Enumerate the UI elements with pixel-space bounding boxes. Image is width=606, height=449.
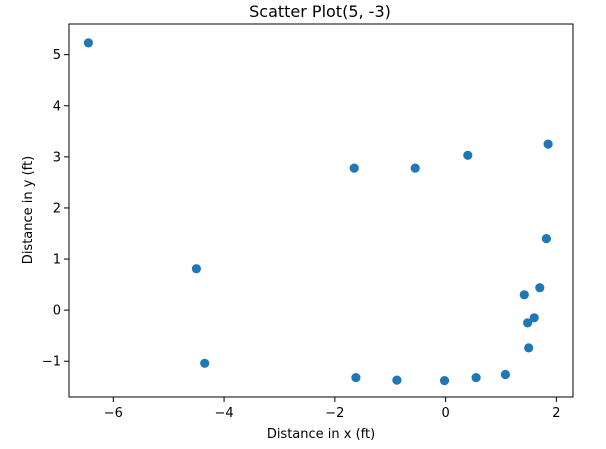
- data-point-6: [392, 375, 402, 385]
- data-point-15: [529, 313, 539, 323]
- data-point-13: [523, 318, 533, 328]
- data-point-18: [543, 139, 553, 149]
- x-tick-label: 2: [552, 406, 560, 421]
- data-point-17: [541, 234, 552, 244]
- data-point-9: [463, 150, 473, 160]
- data-point-4: [349, 163, 359, 173]
- data-point-3: [200, 358, 210, 368]
- y-tick-label: 4: [53, 99, 61, 114]
- x-tick-label: −4: [214, 406, 233, 421]
- data-point-10: [471, 373, 481, 383]
- y-tick-label: 2: [53, 201, 61, 216]
- data-point-2: [191, 264, 201, 274]
- y-tick-label: −1: [42, 355, 61, 370]
- data-point-12: [519, 290, 529, 300]
- data-points: [83, 38, 553, 386]
- data-point-8: [439, 376, 450, 386]
- data-point-5: [351, 373, 361, 383]
- x-axis-ticks: −6 −4 −2 0 2: [104, 397, 561, 421]
- data-point-14: [524, 343, 534, 353]
- data-point-16: [535, 283, 545, 293]
- y-tick-label: 5: [53, 48, 61, 63]
- x-tick-label: 0: [441, 406, 449, 421]
- x-tick-label: −2: [325, 406, 344, 421]
- plot-area-frame: [68, 23, 574, 398]
- y-axis-ticks: −1 0 1 2 3 4 5: [42, 48, 69, 370]
- data-point-1: [83, 38, 93, 48]
- x-axis-label: Distance in x (ft): [267, 427, 375, 442]
- y-tick-label: 3: [53, 150, 61, 165]
- data-point-11: [500, 369, 510, 380]
- x-tick-label: −6: [104, 406, 123, 421]
- y-axis-label: Distance in y (ft): [21, 156, 36, 264]
- data-point-7: [410, 163, 420, 173]
- y-tick-label: 1: [53, 253, 61, 268]
- chart-title: Scatter Plot(5, -3): [249, 2, 391, 21]
- y-tick-label: 0: [53, 304, 61, 319]
